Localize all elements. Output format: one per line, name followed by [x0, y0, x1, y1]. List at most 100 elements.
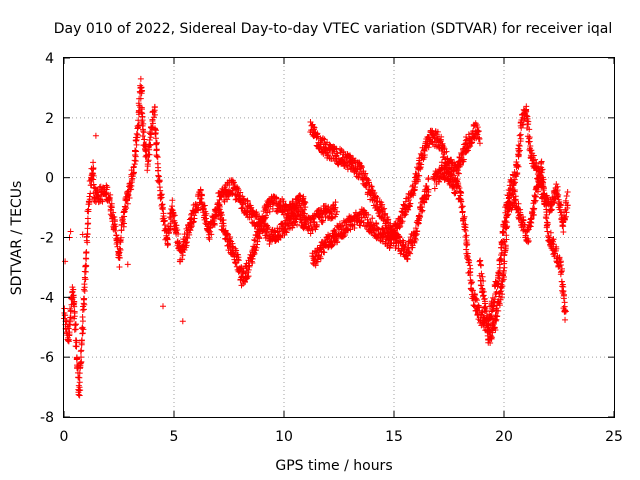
data-point — [134, 131, 141, 138]
data-point — [418, 208, 425, 215]
y-tick-label: -2 — [40, 231, 54, 247]
x-tick-label: 0 — [60, 429, 69, 445]
data-point — [465, 144, 472, 151]
data-point — [456, 185, 463, 192]
data-point — [547, 229, 554, 236]
data-point — [75, 391, 82, 398]
data-point — [233, 183, 240, 190]
data-point — [498, 281, 505, 288]
data-point — [446, 166, 453, 173]
data-point — [314, 130, 321, 137]
data-point — [466, 257, 473, 264]
data-point — [148, 123, 155, 130]
data-point — [475, 128, 482, 135]
data-point — [179, 318, 186, 325]
data-point — [95, 192, 102, 199]
data-point — [251, 250, 258, 257]
data-point — [564, 202, 571, 209]
x-tick-label: 10 — [275, 429, 293, 445]
data-point — [550, 241, 557, 248]
data-point — [464, 147, 471, 154]
data-point — [137, 95, 144, 102]
data-point — [84, 239, 91, 246]
data-point — [480, 277, 487, 284]
data-point — [262, 214, 269, 221]
data-point — [72, 326, 79, 333]
data-point — [128, 177, 135, 184]
data-point — [65, 338, 72, 345]
data-point — [499, 291, 506, 298]
data-point — [81, 284, 88, 291]
data-point — [215, 199, 222, 206]
data-point — [266, 238, 273, 245]
data-point — [454, 169, 461, 176]
data-point — [487, 333, 494, 340]
data-point — [79, 330, 86, 337]
data-point — [254, 213, 261, 220]
data-point — [533, 193, 540, 200]
data-point — [481, 304, 488, 311]
data-point — [314, 222, 321, 229]
data-point — [343, 222, 350, 229]
data-point — [296, 215, 303, 222]
data-point — [516, 132, 523, 139]
data-point — [552, 247, 559, 254]
data-point — [90, 159, 97, 166]
data-point — [517, 131, 524, 138]
data-point — [494, 280, 501, 287]
data-point — [387, 242, 394, 249]
data-point — [402, 211, 409, 218]
data-point — [528, 147, 535, 154]
data-point — [495, 280, 502, 287]
data-point — [384, 217, 391, 224]
data-point — [90, 172, 97, 179]
data-point — [296, 192, 303, 199]
data-point — [312, 226, 319, 233]
data-point — [124, 261, 131, 268]
data-point — [496, 270, 503, 277]
data-point — [184, 235, 191, 242]
data-point — [476, 140, 483, 147]
data-point — [354, 173, 361, 180]
data-point — [379, 225, 386, 232]
data-point — [531, 205, 538, 212]
data-point — [500, 274, 507, 281]
data-point — [489, 329, 496, 336]
data-point — [397, 250, 404, 257]
data-point — [123, 205, 130, 212]
data-point — [476, 304, 483, 311]
data-point — [190, 219, 197, 226]
data-point — [562, 316, 569, 323]
data-point — [498, 257, 505, 264]
data-point — [464, 241, 471, 248]
data-point — [90, 165, 97, 172]
data-point — [539, 174, 546, 181]
data-point — [346, 152, 353, 159]
data-point — [153, 146, 160, 153]
data-point — [562, 213, 569, 220]
data-point — [406, 197, 413, 204]
data-point — [475, 134, 482, 141]
data-point — [526, 126, 533, 133]
data-point — [493, 316, 500, 323]
data-point — [417, 212, 424, 219]
data-point — [373, 220, 380, 227]
data-point — [130, 170, 137, 177]
data-point — [224, 196, 231, 203]
data-point — [163, 235, 170, 242]
data-point — [67, 307, 74, 314]
data-point — [541, 185, 548, 192]
data-point — [211, 221, 218, 228]
data-point — [542, 198, 549, 205]
data-point — [66, 329, 73, 336]
data-point — [153, 153, 160, 160]
data-point — [325, 233, 332, 240]
data-point — [248, 258, 255, 265]
data-point — [340, 148, 347, 155]
data-point — [560, 295, 567, 302]
data-point — [561, 306, 568, 313]
data-point — [146, 142, 153, 149]
data-point — [543, 209, 550, 216]
data-point — [503, 236, 510, 243]
data-point — [78, 358, 85, 365]
